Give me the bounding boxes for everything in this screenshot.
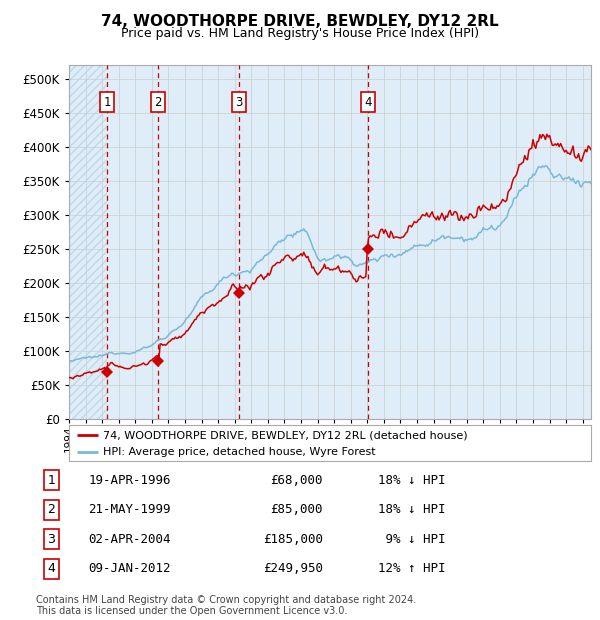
Bar — [158, 65, 239, 418]
Text: This data is licensed under the Open Government Licence v3.0.: This data is licensed under the Open Gov… — [36, 606, 347, 616]
Text: £85,000: £85,000 — [271, 503, 323, 516]
Text: £185,000: £185,000 — [263, 533, 323, 546]
Text: 74, WOODTHORPE DRIVE, BEWDLEY, DY12 2RL (detached house): 74, WOODTHORPE DRIVE, BEWDLEY, DY12 2RL … — [103, 430, 467, 440]
Text: HPI: Average price, detached house, Wyre Forest: HPI: Average price, detached house, Wyre… — [103, 446, 376, 456]
Text: 18% ↓ HPI: 18% ↓ HPI — [378, 503, 446, 516]
Text: 4: 4 — [364, 95, 371, 108]
Text: 3: 3 — [47, 533, 55, 546]
Text: £68,000: £68,000 — [271, 474, 323, 487]
Text: 12% ↑ HPI: 12% ↑ HPI — [378, 562, 446, 575]
Text: 19-APR-1996: 19-APR-1996 — [88, 474, 171, 487]
Bar — [107, 65, 158, 418]
Text: 21-MAY-1999: 21-MAY-1999 — [88, 503, 171, 516]
Text: 2: 2 — [47, 503, 55, 516]
Bar — [368, 65, 591, 418]
Bar — [69, 65, 107, 418]
Text: Contains HM Land Registry data © Crown copyright and database right 2024.: Contains HM Land Registry data © Crown c… — [36, 595, 416, 605]
Text: £249,950: £249,950 — [263, 562, 323, 575]
Text: 9% ↓ HPI: 9% ↓ HPI — [378, 533, 446, 546]
Text: Price paid vs. HM Land Registry's House Price Index (HPI): Price paid vs. HM Land Registry's House … — [121, 27, 479, 40]
Text: 4: 4 — [47, 562, 55, 575]
Text: 02-APR-2004: 02-APR-2004 — [88, 533, 171, 546]
Text: 74, WOODTHORPE DRIVE, BEWDLEY, DY12 2RL: 74, WOODTHORPE DRIVE, BEWDLEY, DY12 2RL — [101, 14, 499, 29]
Text: 18% ↓ HPI: 18% ↓ HPI — [378, 474, 446, 487]
Text: 09-JAN-2012: 09-JAN-2012 — [88, 562, 171, 575]
Text: 2: 2 — [154, 95, 162, 108]
Bar — [69, 65, 107, 418]
Text: 1: 1 — [103, 95, 110, 108]
Text: 3: 3 — [235, 95, 242, 108]
Text: 1: 1 — [47, 474, 55, 487]
Bar — [239, 65, 368, 418]
